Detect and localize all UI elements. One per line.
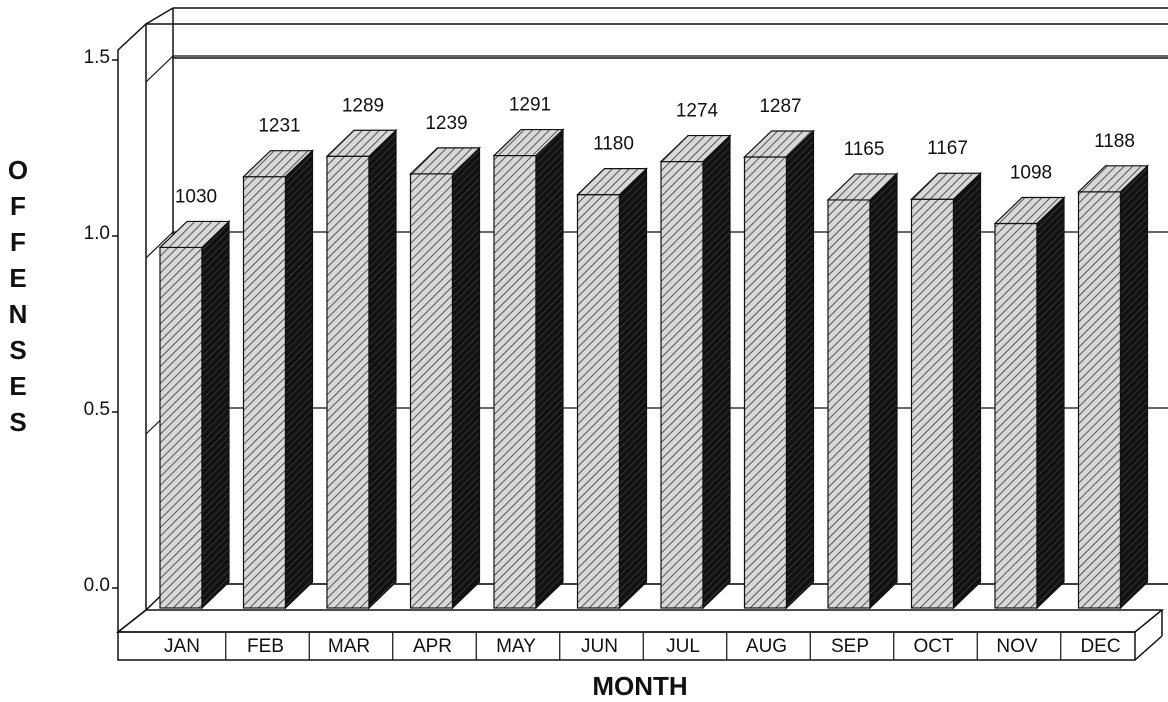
value-label: 1180 — [593, 134, 634, 155]
bar — [660, 160, 704, 609]
value-label: 1165 — [844, 139, 885, 160]
x-tick-label: OCT — [913, 636, 954, 657]
bar — [242, 176, 287, 609]
bar — [576, 194, 621, 609]
value-label: 1167 — [927, 138, 968, 159]
bar-top — [1077, 165, 1149, 193]
walls — [115, 7, 1168, 661]
x-tick-label: JUL — [666, 636, 700, 657]
x-tick-label: NOV — [996, 636, 1038, 657]
bar-side — [952, 171, 982, 610]
bar-top — [659, 134, 732, 163]
bar-side — [451, 146, 481, 610]
value-label: 1030 — [175, 186, 217, 207]
bar-side — [785, 129, 815, 610]
bar — [409, 173, 454, 609]
grid-line — [145, 231, 174, 259]
bar-top — [910, 172, 982, 200]
bar-side — [618, 167, 648, 610]
bar-side — [535, 128, 564, 610]
bar-side — [702, 134, 731, 610]
value-label: 1287 — [759, 96, 801, 117]
y-tick-label: 1.0 — [84, 223, 110, 244]
value-label: 1188 — [1094, 131, 1135, 152]
y-tick-label: 0.5 — [84, 399, 110, 420]
bar-top — [993, 196, 1066, 225]
x-tick-label: SEP — [831, 636, 869, 657]
bar — [1077, 191, 1122, 609]
value-label: 1231 — [258, 116, 300, 137]
bar-side — [201, 220, 230, 610]
bar-top — [492, 128, 565, 157]
value-label: 1289 — [342, 95, 384, 116]
bar — [326, 155, 370, 609]
x-axis-title: MONTH — [592, 671, 687, 701]
x-tick-label: FEB — [247, 636, 284, 657]
bar-top — [242, 150, 314, 178]
bar — [827, 199, 871, 609]
y-tick-label: 0.0 — [84, 575, 110, 596]
value-label: 1239 — [425, 113, 467, 134]
bar-side — [869, 172, 898, 610]
value-label: 1291 — [509, 95, 551, 116]
bar — [159, 246, 203, 609]
y-tick-label: 1.5 — [84, 47, 110, 68]
bar — [994, 222, 1038, 609]
value-label: 1274 — [676, 101, 719, 122]
bar-top — [409, 147, 481, 175]
bar-top — [826, 173, 899, 201]
x-tick-label: DEC — [1080, 636, 1120, 657]
bar-side — [368, 128, 397, 610]
bar — [910, 198, 955, 609]
bar-top — [325, 129, 398, 157]
x-tick-label: MAR — [328, 636, 370, 657]
x-tick-label: MAY — [496, 636, 536, 657]
x-tick-label: JUN — [581, 636, 618, 657]
bar-top — [743, 130, 815, 158]
bar-side — [1119, 164, 1149, 610]
bar-side — [284, 149, 314, 610]
value-label: 1098 — [1010, 163, 1052, 184]
bar-top — [158, 220, 231, 249]
bar — [743, 156, 788, 609]
x-tick-label: AUG — [746, 636, 787, 657]
bar — [493, 154, 537, 609]
x-tick-label: APR — [413, 636, 452, 657]
x-tick-label: JAN — [164, 636, 200, 657]
bar-side — [1036, 196, 1065, 610]
grid-line — [145, 55, 174, 83]
bar-top — [576, 168, 648, 196]
